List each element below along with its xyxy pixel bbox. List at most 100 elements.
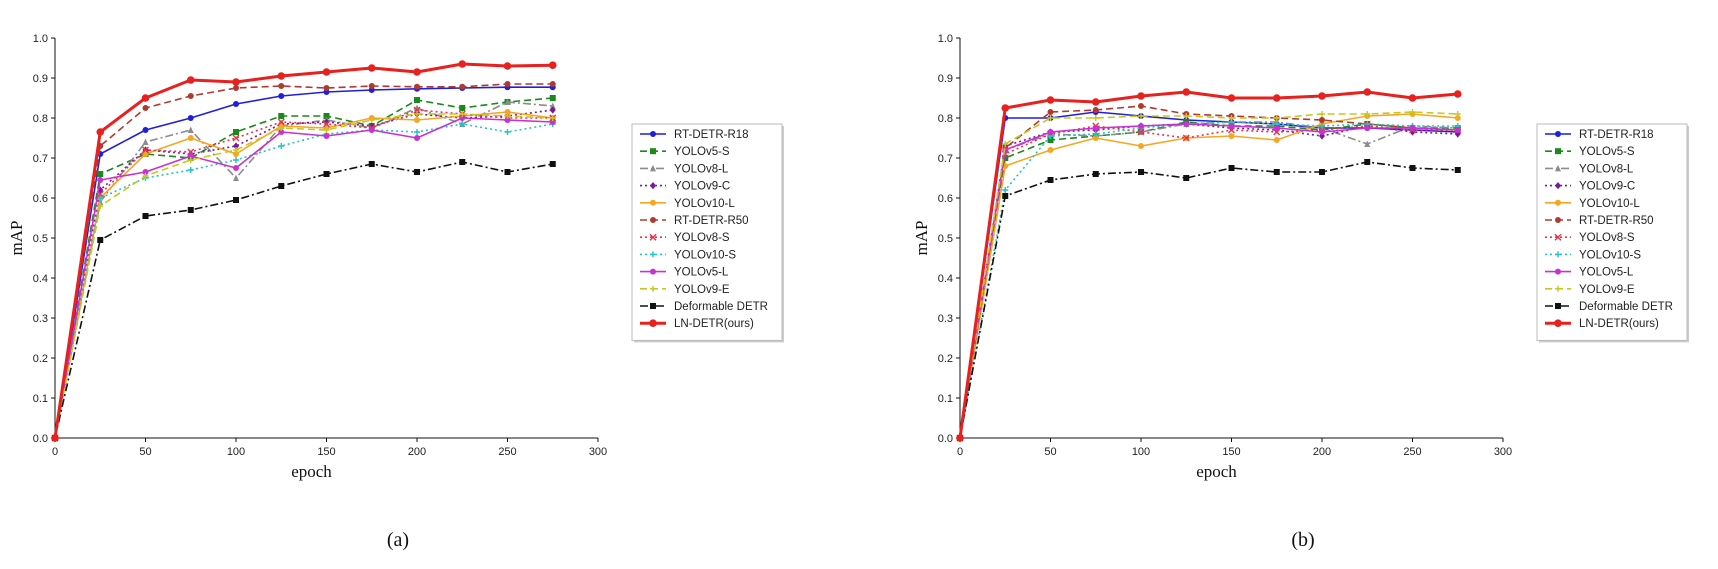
data-point	[187, 207, 194, 213]
data-point	[233, 129, 239, 135]
series-line	[958, 90, 1458, 439]
data-point	[278, 129, 285, 135]
data-point	[233, 151, 239, 157]
legend-box	[1536, 123, 1688, 341]
data-point	[1364, 159, 1371, 165]
data-point	[1138, 103, 1144, 109]
data-point	[323, 127, 330, 133]
series-deformable-detr	[52, 159, 556, 441]
data-point	[459, 121, 466, 127]
legend-label: LN-DETR(ours)	[674, 318, 754, 330]
legend-label: YOLOv5-S	[1579, 146, 1635, 158]
y-axis-label: mAP	[912, 221, 931, 256]
data-point	[459, 105, 466, 111]
x-tick-label: 100	[227, 446, 245, 458]
legend-entry: RT-DETR-R50	[640, 215, 749, 227]
data-point	[458, 60, 467, 68]
series-rt-detr-r50	[957, 103, 1461, 441]
legend-marker	[650, 285, 656, 292]
x-axis-label: epoch	[1196, 462, 1237, 481]
data-point	[549, 161, 556, 167]
y-tick-label: 0.3	[938, 313, 953, 325]
data-point	[1137, 128, 1145, 136]
x-tick-label: 50	[1044, 446, 1056, 458]
data-point	[97, 195, 104, 201]
legend-entry: YOLOv10-L	[1545, 198, 1640, 210]
data-point	[1138, 169, 1144, 175]
data-point	[51, 434, 59, 442]
data-point	[142, 127, 149, 133]
legend-marker	[650, 199, 656, 206]
data-point	[1318, 92, 1326, 100]
data-point	[1047, 129, 1054, 135]
legend-entry: YOLOv5-L	[1545, 267, 1634, 279]
data-point	[1183, 113, 1190, 119]
data-point	[368, 161, 375, 167]
x-tick-label: 150	[317, 446, 335, 458]
data-point	[1319, 117, 1325, 123]
legend-marker	[650, 148, 656, 155]
y-tick-label: 0.9	[938, 73, 953, 85]
legend-entry: LN-DETR(ours)	[1545, 318, 1659, 330]
data-point	[233, 101, 239, 107]
x-tick-label: 150	[1222, 446, 1240, 458]
series-line	[959, 111, 1458, 439]
legend-label: Deformable DETR	[1579, 301, 1673, 313]
data-point	[1092, 131, 1099, 137]
series-line	[54, 161, 553, 439]
data-point	[1454, 167, 1461, 173]
data-point	[549, 102, 556, 109]
data-point	[414, 129, 420, 135]
series-yolov9-e	[52, 111, 556, 441]
data-point	[1047, 115, 1054, 121]
legend-label: RT-DETR-R18	[674, 129, 749, 141]
data-point	[187, 135, 194, 141]
data-point	[504, 129, 511, 135]
legend-marker	[649, 233, 657, 241]
data-point	[323, 113, 330, 119]
legend-entry: YOLOv5-S	[640, 146, 730, 158]
data-point	[459, 111, 466, 117]
series-line	[54, 86, 553, 439]
y-tick-label: 0.1	[33, 393, 48, 405]
legend-entry: YOLOv8-L	[1545, 163, 1634, 175]
data-point	[1092, 115, 1099, 121]
legend-entry: YOLOv9-C	[1545, 181, 1635, 193]
data-point	[503, 62, 512, 70]
data-point	[549, 119, 556, 125]
x-axis-label: epoch	[291, 462, 332, 481]
legend-marker	[650, 251, 656, 258]
data-point	[1047, 137, 1054, 143]
legend-entry: RT-DETR-R18	[640, 129, 749, 141]
y-tick-label: 0.5	[33, 233, 48, 245]
legend-entry: RT-DETR-R18	[1545, 129, 1654, 141]
data-point	[549, 115, 556, 121]
data-point	[1138, 123, 1144, 129]
series-line	[959, 161, 1458, 439]
series-line	[54, 111, 553, 439]
series-yolov9-e	[957, 109, 1461, 441]
data-point	[323, 118, 330, 126]
data-point	[1319, 111, 1325, 117]
legend-marker	[649, 319, 657, 328]
y-tick-label: 0.9	[33, 73, 48, 85]
data-point	[323, 133, 330, 139]
data-point	[1273, 137, 1280, 143]
x-tick-label: 300	[1494, 446, 1512, 458]
data-point	[141, 94, 150, 102]
data-point	[323, 171, 330, 177]
panel-b: 0.0 0.1 0.2 0.3 0.4 0.5 0.6 0.7 0.8 0.9 1.0 0 50 100 1…	[912, 33, 1689, 551]
legend-marker	[650, 182, 656, 190]
series-deformable-detr	[957, 159, 1461, 441]
data-point	[414, 135, 420, 141]
y-tick-label: 0.6	[33, 193, 48, 205]
data-point	[142, 138, 149, 145]
data-point	[413, 68, 421, 76]
data-point	[97, 203, 104, 209]
data-point	[1228, 115, 1235, 121]
y-tick-label: 1.0	[938, 33, 953, 45]
data-point	[1182, 134, 1190, 142]
data-point	[956, 434, 964, 442]
data-point	[278, 183, 285, 189]
legend-entry: YOLOv10-S	[640, 249, 736, 261]
